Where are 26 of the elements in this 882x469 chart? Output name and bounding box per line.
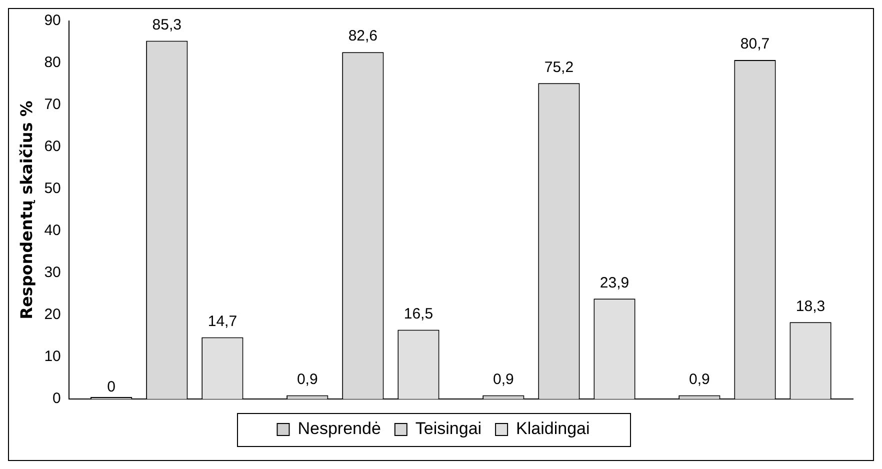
legend-label: Klaidingai — [516, 419, 590, 438]
y-tick-label: 40 — [44, 222, 61, 240]
y-tick-label: 70 — [44, 96, 61, 114]
y-axis-title: Respondentų skaičius % — [16, 100, 36, 320]
data-label: 0,9 — [296, 370, 318, 388]
legend-label: Teisingai — [415, 419, 482, 438]
y-tick-label: 30 — [44, 264, 61, 282]
data-label: 0,9 — [492, 370, 514, 388]
data-label: 0,9 — [689, 370, 710, 388]
y-tick-label: 20 — [44, 306, 61, 324]
y-tick-label: 0 — [52, 390, 61, 408]
data-label: 75,2 — [544, 58, 574, 76]
data-label: 16,5 — [404, 305, 434, 322]
y-tick-label: 10 — [44, 348, 61, 366]
data-label: 80,7 — [740, 36, 770, 53]
legend-label: Nesprendė — [298, 419, 381, 438]
data-label: 0 — [107, 378, 116, 396]
data-label: 18,3 — [796, 298, 826, 315]
data-label: 14,7 — [208, 312, 238, 330]
y-tick-label: 90 — [44, 12, 61, 30]
data-label: 85,3 — [152, 16, 182, 34]
y-tick-label: 80 — [44, 54, 61, 72]
data-label: 82,6 — [348, 28, 378, 45]
data-label: 23,9 — [600, 274, 630, 292]
y-tick-label: 50 — [44, 180, 61, 198]
y-tick-label: 60 — [44, 138, 61, 156]
